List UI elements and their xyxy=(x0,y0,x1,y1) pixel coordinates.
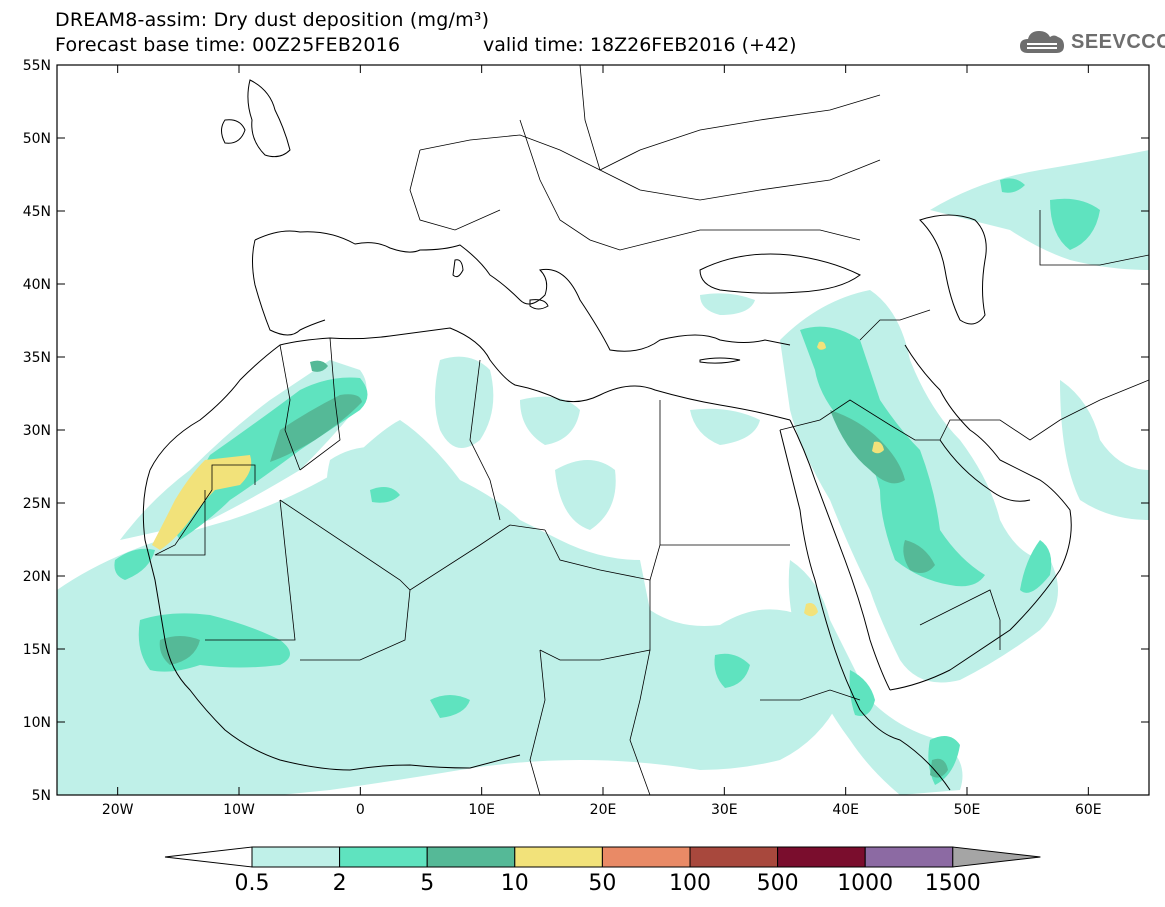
seevccc-logo: SEEVCCC xyxy=(1018,26,1165,58)
latitude-label: 40N xyxy=(23,277,51,293)
cloud-logo-icon xyxy=(1020,31,1064,53)
latitude-label: 50N xyxy=(23,131,51,147)
latitude-label: 45N xyxy=(23,204,51,220)
colorbar-box xyxy=(601,846,691,868)
colorbar-box xyxy=(426,846,516,868)
coastlines xyxy=(142,79,1072,791)
latitude-label: 35N xyxy=(23,350,51,366)
colorbar-box xyxy=(514,846,603,868)
latitude-labels: 55N 50N 45N 40N 35N 30N 25N 20N 15N 10N 5N xyxy=(23,58,51,804)
logo-text: SEEVCCC xyxy=(1071,30,1165,53)
dust-level-3-areas xyxy=(159,360,948,778)
colorbar-label: 1000 xyxy=(837,871,893,896)
colorbar-box xyxy=(864,846,954,868)
longitude-label: 50E xyxy=(954,802,981,818)
colorbar-labels: 0.5 2 5 10 50 100 500 1000 1500 xyxy=(235,871,981,896)
colorbar-label: 5 xyxy=(420,871,434,896)
latitude-label: 15N xyxy=(23,642,51,658)
longitude-label: 20E xyxy=(590,802,617,818)
latitude-label: 55N xyxy=(23,58,51,74)
longitude-label: 40E xyxy=(832,802,859,818)
longitude-label: 10W xyxy=(223,802,255,818)
colorbar-label: 0.5 xyxy=(235,871,270,896)
longitude-label: 30E xyxy=(711,802,738,818)
latitude-label: 20N xyxy=(23,569,51,585)
longitude-label: 0 xyxy=(356,802,365,818)
longitude-label: 60E xyxy=(1075,802,1102,818)
axis-ticks xyxy=(57,64,1149,796)
country-borders xyxy=(154,65,1149,795)
latitude-label: 5N xyxy=(32,788,51,804)
colorbar-label: 100 xyxy=(669,871,711,896)
longitude-label: 20W xyxy=(102,802,134,818)
colorbar-box xyxy=(777,846,866,868)
colorbar-boxes xyxy=(164,846,1041,868)
colorbar-label: 500 xyxy=(757,871,799,896)
dust-level-4-areas xyxy=(152,341,884,617)
colorbar-under-triangle xyxy=(164,846,253,868)
dust-fields xyxy=(57,150,1149,795)
longitude-label: 10E xyxy=(468,802,495,818)
colorbar-label: 50 xyxy=(588,871,616,896)
colorbar-label: 2 xyxy=(333,871,347,896)
colorbar-box xyxy=(251,846,341,868)
map-title: DREAM8-assim: Dry dust deposition (mg/m³… xyxy=(55,9,490,31)
latitude-label: 30N xyxy=(23,423,51,439)
valid-time: valid time: 18Z26FEB2016 (+42) xyxy=(483,34,797,56)
longitude-labels: 20W 10W 0 10E 20E 30E 40E 50E 60E xyxy=(102,802,1102,818)
colorbar-label: 1500 xyxy=(925,871,981,896)
colorbar-label: 10 xyxy=(501,871,529,896)
forecast-base-time: Forecast base time: 00Z25FEB2016 xyxy=(55,34,401,56)
latitude-label: 25N xyxy=(23,496,51,512)
colorbar-box xyxy=(339,846,428,868)
colorbar-over-triangle xyxy=(952,846,1041,868)
latitude-label: 10N xyxy=(23,715,51,731)
colorbar-box xyxy=(689,846,779,868)
